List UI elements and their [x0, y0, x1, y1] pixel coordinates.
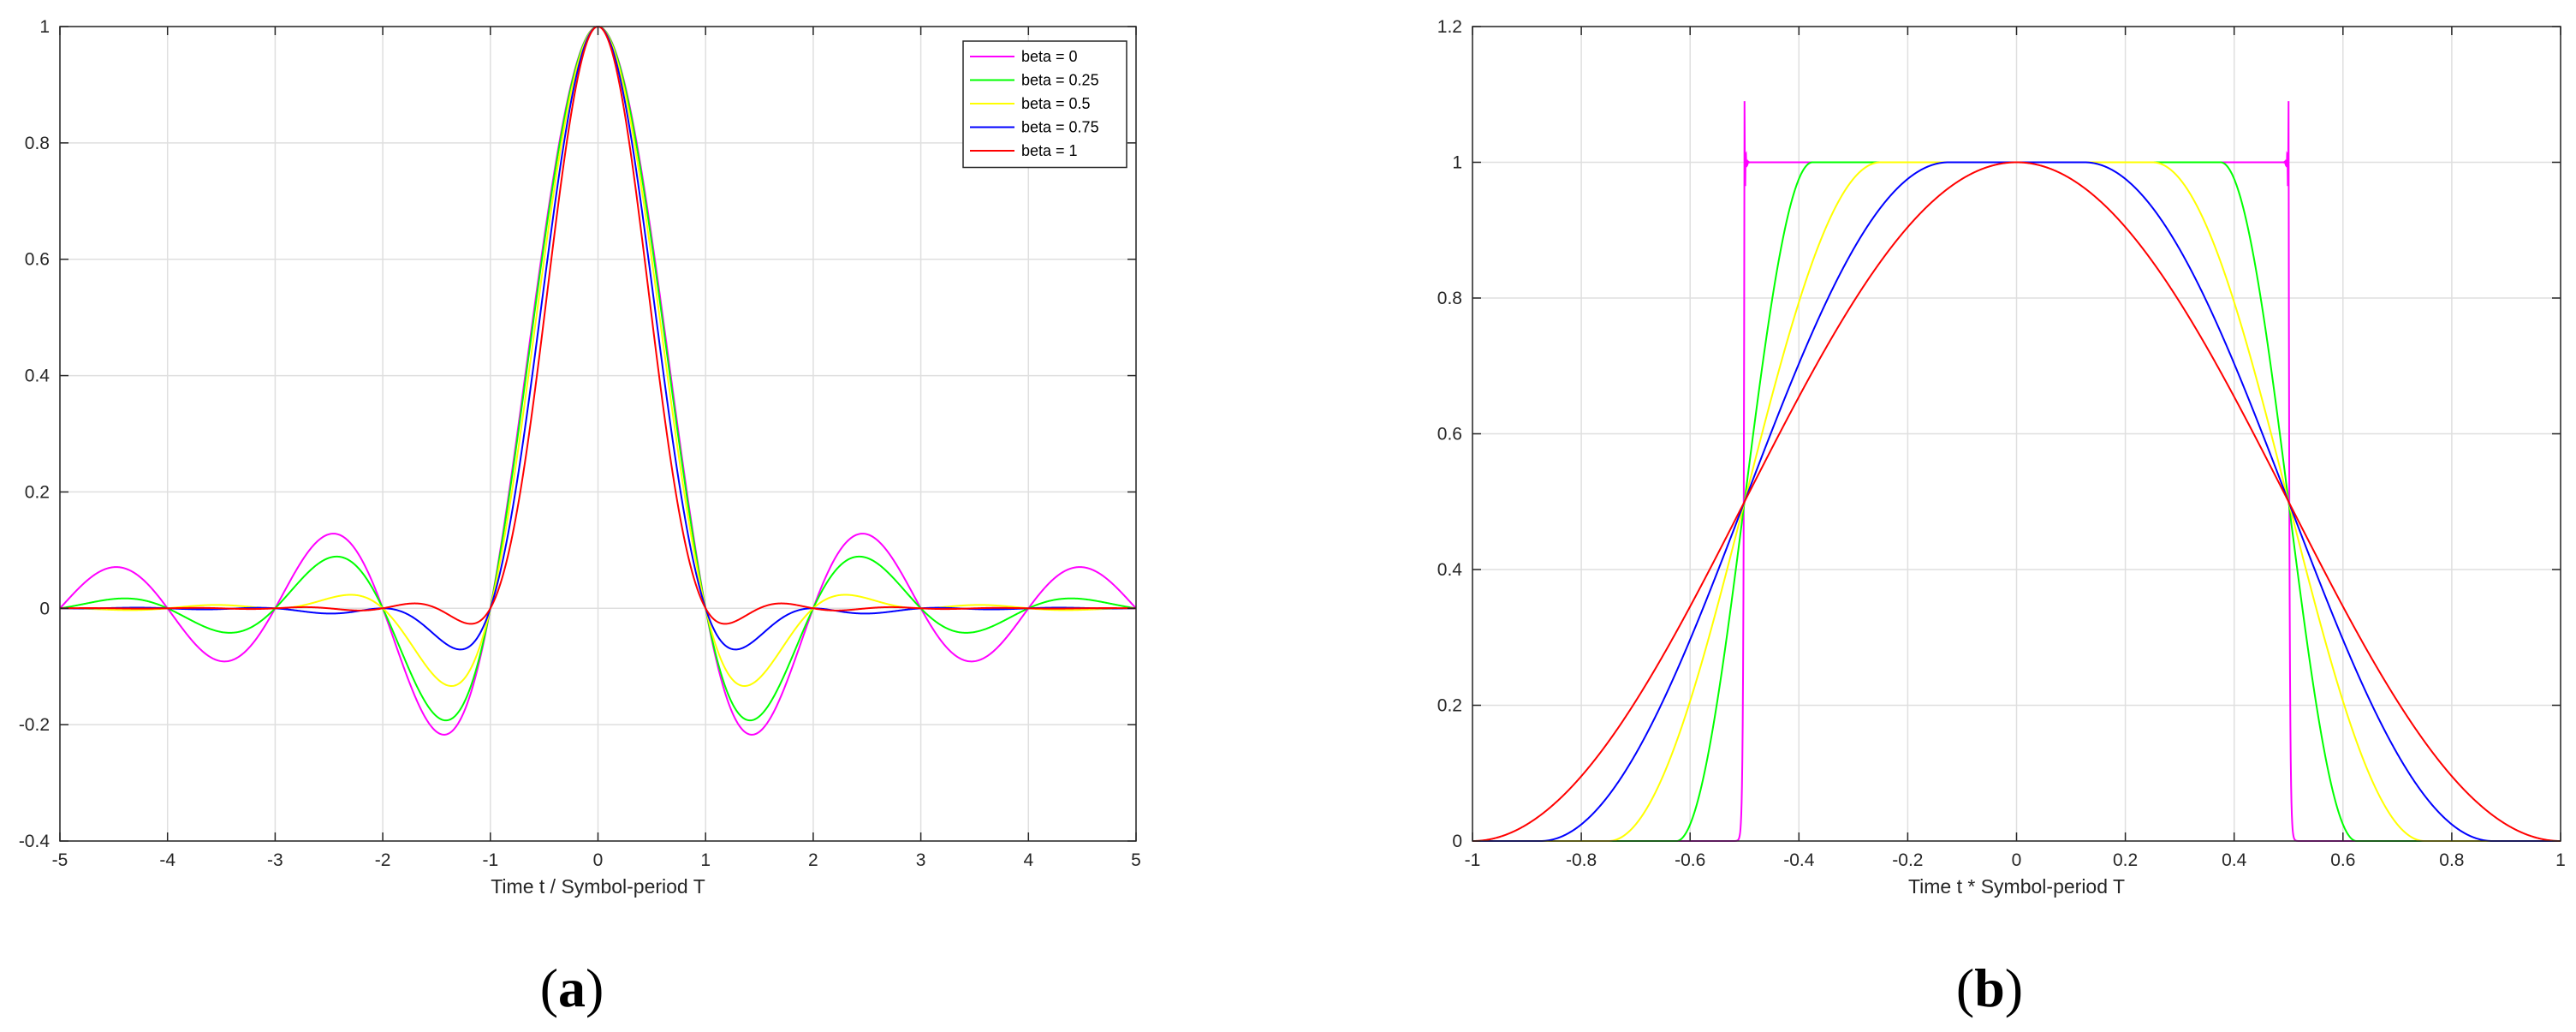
panel-label-b-letter: b: [1974, 957, 2005, 1018]
legend: beta = 0 beta = 0.25 beta = 0.5 beta = 0.75…: [962, 40, 1127, 169]
x-tick-label: -0.8: [1566, 850, 1597, 870]
x-tick-label: 4: [1023, 850, 1033, 870]
y-tick-label: 0.4: [1437, 560, 1463, 580]
y-tick-label: -0.2: [19, 715, 50, 735]
x-tick-label: 2: [808, 850, 818, 870]
y-tick-label: 0: [39, 599, 50, 618]
y-tick-label: 0.8: [1437, 289, 1462, 308]
y-tick-label: 1: [1452, 153, 1462, 173]
x-tick-label: -1: [1465, 850, 1481, 870]
x-tick-label: -5: [52, 850, 68, 870]
x-tick-label: -2: [375, 850, 391, 870]
x-tick-label: 1: [700, 850, 711, 870]
chart-panel-b: -1 -0.8 -0.6 -0.4 -0.2 0 0.2 0.4 0.6 0.8 1 0 0.2 0.4 0…: [1437, 17, 2566, 898]
y-tick-label: 0: [1452, 832, 1462, 851]
x-tick-label: 0.2: [2113, 850, 2138, 870]
legend-entry: beta = 0.25: [1021, 72, 1099, 89]
legend-entry: beta = 0.75: [1021, 119, 1099, 136]
x-tick-label: -0.2: [1892, 850, 1923, 870]
y-tick-label: 0.2: [25, 482, 50, 502]
legend-entry: beta = 1: [1021, 142, 1078, 159]
panel-label-a: (a): [540, 957, 604, 1018]
series-line-beta-1: [1472, 161, 2561, 842]
y-tick-label: -0.4: [19, 832, 51, 851]
chart-panel-a: -5 -4 -3 -2 -1 0 1 2 3 4 5 -0.4 -0.2 0 0.2 0.4 0.6 0.8 1 Ti…: [19, 17, 1141, 898]
x-tick-label: 0.4: [2222, 850, 2247, 870]
y-tick-label: 0.2: [1437, 696, 1462, 716]
x-tick-label: 3: [916, 850, 926, 870]
x-tick-label: 1: [2555, 850, 2566, 870]
y-tick-label: 0.6: [25, 250, 50, 270]
x-tick-label: 5: [1131, 850, 1141, 870]
y-tick-label: 0.8: [25, 134, 50, 153]
x-tick-label: 0: [593, 850, 604, 870]
panel-label-b: (b): [1956, 957, 2023, 1018]
legend-entry: beta = 0.5: [1021, 95, 1091, 112]
x-tick-label: -1: [482, 850, 498, 870]
y-tick-label: 1: [39, 17, 50, 37]
panel-label-a-letter: a: [558, 957, 586, 1018]
x-tick-label: 0: [2012, 850, 2022, 870]
x-tick-label: -3: [267, 850, 283, 870]
y-tick-label: 0.6: [1437, 425, 1462, 444]
x-tick-label: -4: [159, 850, 176, 870]
y-tick-label: 0.4: [25, 367, 51, 386]
x-tick-label: -0.6: [1675, 850, 1705, 870]
x-tick-label: 0.6: [2330, 850, 2355, 870]
x-tick-label: -0.4: [1783, 850, 1815, 870]
x-axis-label: Time t * Symbol-period T: [1908, 875, 2125, 898]
legend-entry: beta = 0: [1021, 48, 1078, 65]
x-axis-label: Time t / Symbol-period T: [491, 875, 705, 898]
y-tick-label: 1.2: [1437, 17, 1462, 37]
x-tick-label: 0.8: [2439, 850, 2464, 870]
